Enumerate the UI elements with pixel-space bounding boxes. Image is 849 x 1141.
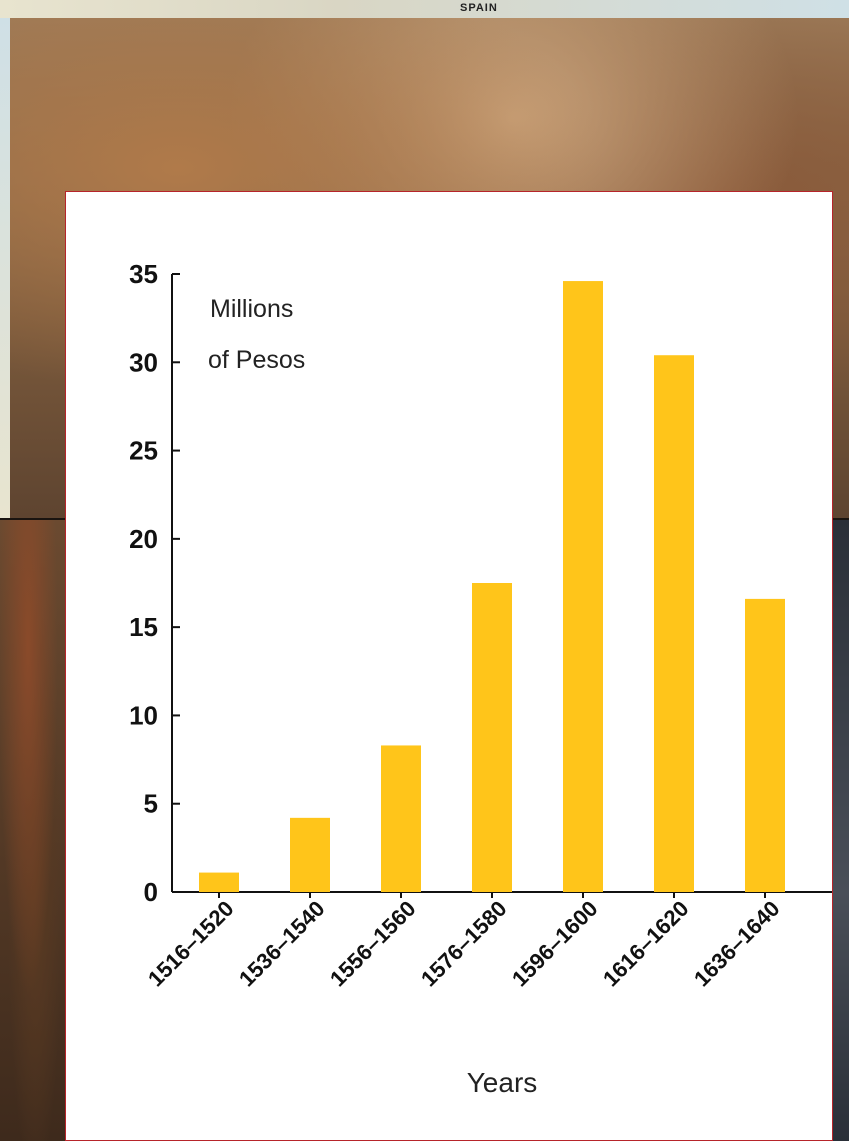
chart-panel: Millions of Pesos Years 0 5 10 15 20 25 30 35 15… (65, 191, 833, 1141)
x-tick-label: 1516–1520 (143, 896, 239, 992)
map-label: SPAIN (460, 2, 498, 14)
y-tick-label: 5 (144, 789, 158, 819)
y-axis-label-line-2: of Pesos (208, 346, 305, 374)
background-map-strip: SPAIN (0, 0, 849, 18)
y-tick-label: 35 (129, 259, 158, 289)
bar (654, 355, 694, 892)
background-painting-right (832, 520, 849, 1141)
x-tick-label: 1576–1580 (416, 896, 512, 992)
x-tick-label: 1616–1620 (598, 896, 694, 992)
bar (290, 817, 330, 892)
bar (745, 598, 785, 892)
y-tick-label: 20 (129, 524, 158, 554)
bar-chart: Millions of Pesos Years 0 5 10 15 20 25 30 35 15… (129, 259, 832, 1098)
x-tick-label: 1556–1560 (325, 896, 421, 992)
y-tick-label: 30 (129, 347, 158, 377)
x-axis-label: Years (467, 1067, 538, 1098)
bar (472, 583, 512, 892)
x-tick-label: 1536–1540 (234, 896, 330, 992)
x-tick-label: 1596–1600 (507, 896, 603, 992)
bars (199, 281, 785, 892)
y-tick-label: 0 (144, 877, 158, 907)
bar (563, 281, 603, 892)
bar (381, 745, 421, 892)
y-tick-label: 15 (129, 612, 158, 642)
background-map-edge (0, 18, 12, 518)
y-axis-label-line-1: Millions (210, 295, 293, 323)
background-painting-left (0, 520, 70, 1141)
y-tick-label: 10 (129, 700, 158, 730)
x-tick-label: 1636–1640 (689, 896, 785, 992)
bar (199, 872, 239, 892)
y-tick-label: 25 (129, 436, 158, 466)
